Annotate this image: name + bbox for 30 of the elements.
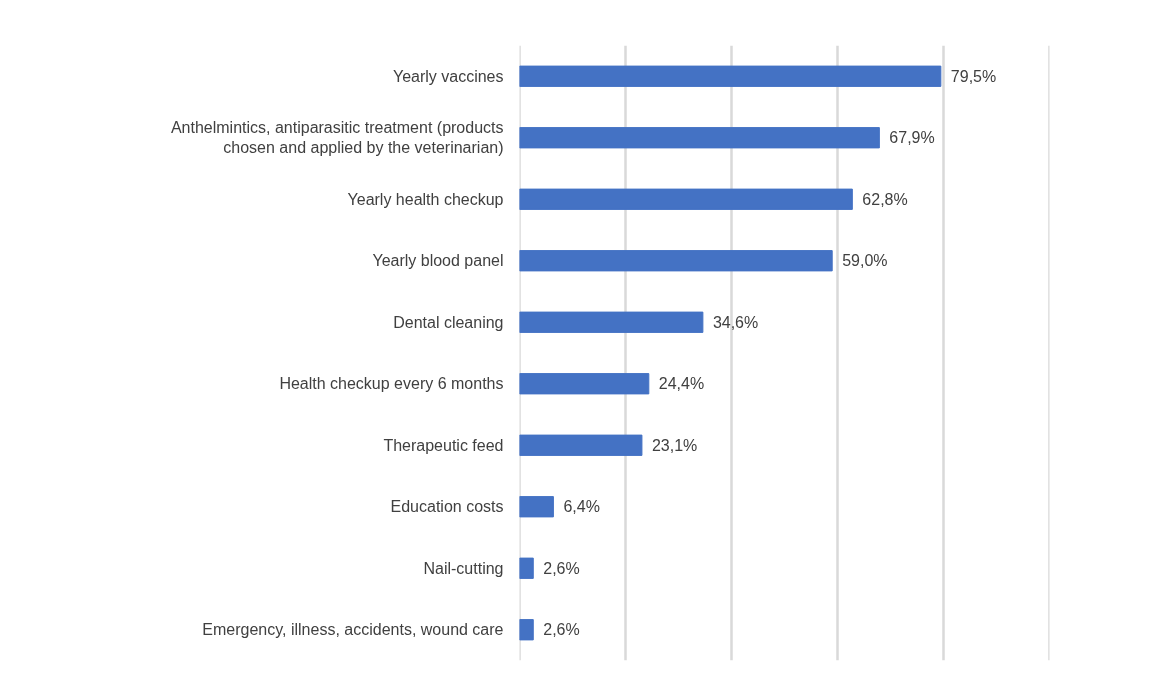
bar [519, 619, 534, 641]
y-tick-label: Yearly vaccines [392, 67, 504, 85]
data-label: 79,5% [950, 67, 997, 85]
data-label: 34,6% [712, 313, 759, 331]
bar [519, 127, 880, 149]
data-label: 62,8% [862, 190, 908, 208]
data-label: 2,6% [543, 559, 580, 577]
bar [519, 496, 554, 518]
bar [519, 434, 643, 456]
y-tick-label: Dental cleaning [393, 313, 504, 331]
bar [519, 250, 833, 272]
bar [519, 65, 942, 87]
y-tick-label: Nail-cutting [423, 559, 504, 577]
y-tick-label: Anthelmintics, antiparasitic treatment (products chosen and applied by the veterinarian) [170, 119, 504, 157]
y-tick-label: Education costs [390, 498, 504, 516]
bar [519, 311, 704, 333]
y-tick-label: Health checkup every 6 months [279, 375, 504, 393]
data-label: 67,9% [889, 129, 935, 147]
bar [519, 188, 853, 210]
data-label: 6,4% [563, 498, 600, 516]
y-tick-label: Emergency, illness, accidents, wound care [202, 621, 504, 639]
data-label: 23,1% [651, 436, 698, 454]
y-tick-label: Therapeutic feed [383, 436, 504, 454]
data-label: 2,6% [543, 621, 580, 639]
y-tick-label: Yearly blood panel [372, 252, 504, 270]
data-label: 59,0% [842, 252, 888, 270]
bar [519, 557, 534, 579]
y-tick-label: Yearly health checkup [347, 190, 504, 208]
bar [519, 373, 650, 395]
data-label: 24,4% [658, 375, 705, 393]
